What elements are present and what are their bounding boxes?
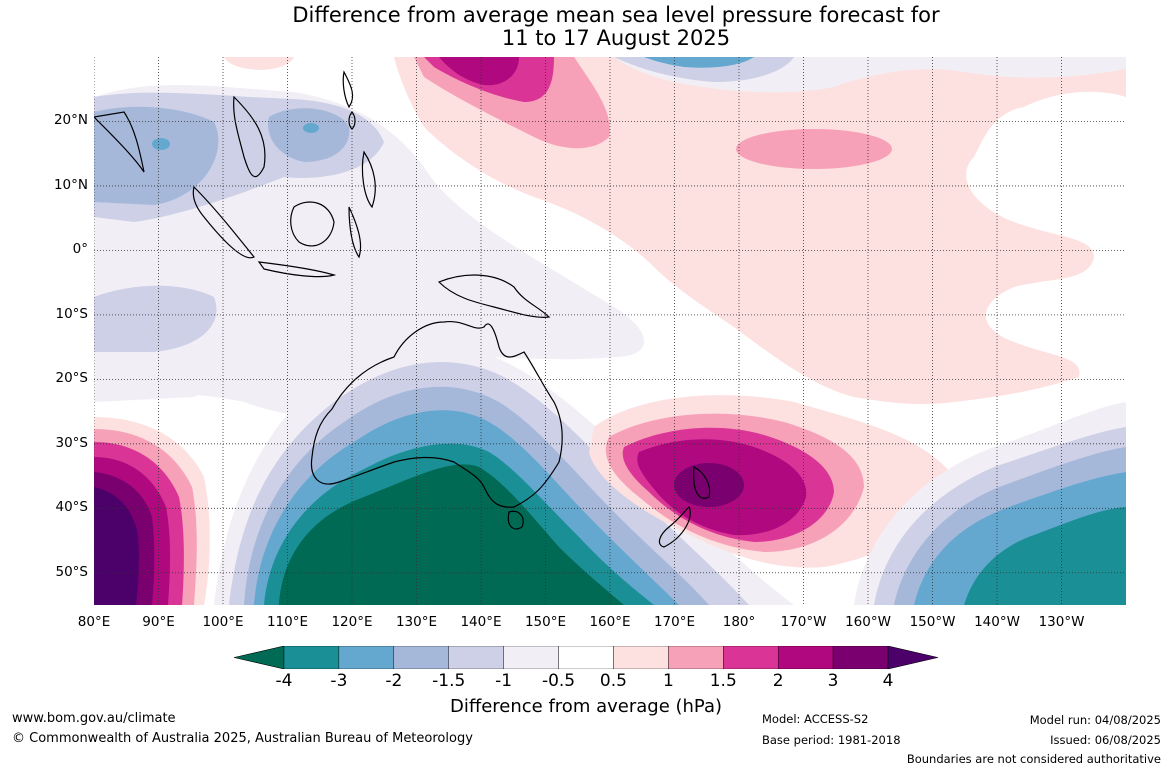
- colorbar: [233, 645, 939, 670]
- longitude-label: 120°E: [331, 614, 373, 630]
- contour-neg1-indian: [94, 285, 217, 352]
- longitude-label: 80°E: [77, 614, 111, 630]
- colorbar-extend-low: [233, 645, 285, 670]
- latitude-label: 10°S: [55, 305, 89, 322]
- colorbar-swatch: [558, 645, 614, 670]
- contour-neg2-north-pacific: [644, 57, 754, 68]
- latitude-label: 30°S: [55, 434, 89, 451]
- footer-issued: Issued: 06/08/2025: [1050, 733, 1161, 747]
- longitude-label: 100°E: [202, 614, 244, 630]
- longitude-label: 140°E: [460, 614, 502, 630]
- colorbar-swatch: [668, 645, 724, 670]
- longitude-label: 170°E: [653, 614, 696, 630]
- map-title-line1: Difference from average mean sea level p…: [292, 3, 940, 27]
- new-zealand-south-coastline: [658, 505, 691, 548]
- colorbar-tick-label: -3: [330, 671, 348, 691]
- latitude-label: 0°: [72, 241, 88, 258]
- gridlines: [94, 57, 1126, 605]
- footer-base-period: Base period: 1981-2018: [762, 733, 901, 747]
- contour-neg2-asia-a: [152, 138, 170, 150]
- colorbar-swatch: [723, 645, 779, 670]
- philippines-coastline: [361, 150, 376, 209]
- colorbar-tick-label: 1.5: [709, 671, 737, 691]
- colorbar-tick-label: 3: [827, 671, 839, 691]
- australia-coastline: [310, 320, 563, 508]
- tasmania-coastline: [507, 510, 524, 530]
- pressure-anomaly-map: [94, 57, 1126, 605]
- footer-disclaimer: Boundaries are not considered authoritat…: [906, 752, 1161, 766]
- contour-neg15-asia: [94, 106, 219, 205]
- coastlines: [94, 70, 711, 548]
- colorbar-tick-label: -4: [275, 671, 293, 691]
- contour-pos4-indian: [94, 487, 139, 605]
- contour-pos2-pacific-north: [439, 57, 519, 86]
- contour-fields: [94, 57, 1126, 605]
- longitude-label: 160°E: [589, 614, 631, 630]
- longitude-label: 180°: [722, 614, 756, 630]
- colorbar-swatch: [393, 645, 449, 670]
- footer-copyright: © Commonwealth of Australia 2025, Austra…: [12, 731, 473, 746]
- longitude-label: 130°E: [395, 614, 438, 630]
- contour-neg15-indochina: [268, 108, 350, 162]
- sulawesi-coastline: [348, 206, 362, 259]
- colorbar-swatch: [832, 645, 889, 670]
- map-title: Difference from average mean sea level p…: [0, 4, 1173, 50]
- colorbar-title: Difference from average (hPa): [449, 696, 723, 717]
- footer-model: Model: ACCESS-S2: [762, 712, 869, 726]
- japan-coastline: [342, 70, 354, 109]
- longitude-label: 150°W: [909, 614, 956, 630]
- new-guinea-coastline: [437, 274, 551, 318]
- java-coastline: [257, 261, 337, 278]
- colorbar-tick-label: 1: [662, 671, 674, 691]
- footer-model-run: Model run: 04/08/2025: [1029, 713, 1161, 727]
- contour-pos1-pacific-east: [736, 129, 892, 169]
- colorbar-tick-label: 2: [772, 671, 784, 691]
- longitude-label: 170°W: [780, 614, 827, 630]
- longitude-label: 130°W: [1038, 614, 1085, 630]
- contour-pos05-topleft: [224, 57, 294, 70]
- indochina-coastline: [233, 95, 266, 178]
- colorbar-tick-label: -2: [385, 671, 403, 691]
- longitude-label: 90°E: [142, 614, 175, 630]
- india-coastline: [94, 111, 145, 173]
- new-zealand-north-coastline: [693, 466, 711, 499]
- colorbar-tick-label: 0.5: [599, 671, 627, 691]
- map-title-line2: 11 to 17 August 2025: [501, 26, 731, 50]
- colorbar-swatch: [777, 645, 834, 670]
- latitude-label: 20°N: [53, 112, 88, 129]
- colorbar-swatch: [503, 645, 559, 670]
- colorbar-tick-label: -0.5: [541, 671, 576, 691]
- sumatra-coastline: [192, 185, 255, 259]
- map-canvas: [94, 57, 1126, 605]
- colorbar-swatch: [448, 645, 504, 670]
- latitude-label: 40°S: [55, 499, 89, 516]
- colorbar-swatch: [338, 645, 395, 670]
- latitude-label: 50°S: [55, 563, 89, 580]
- longitude-label: 150°E: [524, 614, 567, 630]
- colorbar-svg: [233, 645, 939, 670]
- latitude-label: 20°S: [55, 370, 89, 387]
- colorbar-tick-label: -1: [495, 671, 513, 691]
- contour-neg3-sepac: [964, 507, 1126, 605]
- colorbar-swatch: [283, 645, 340, 670]
- latitude-label: 10°N: [53, 176, 88, 193]
- longitude-label: 140°W: [974, 614, 1020, 630]
- contour-neg4-south: [279, 464, 624, 605]
- longitude-label: 160°W: [845, 614, 891, 630]
- colorbar-tick-label: -1.5: [432, 671, 466, 691]
- borneo-coastline: [290, 201, 335, 247]
- colorbar-tick-label: 4: [882, 671, 894, 691]
- longitude-label: 110°E: [266, 614, 309, 630]
- contour-neg2-asia-b: [303, 123, 319, 133]
- colorbar-extend-high: [887, 645, 939, 670]
- contour-neg1-north-pacific: [614, 57, 794, 82]
- footer-website: www.bom.gov.au/climate: [12, 711, 176, 726]
- colorbar-swatch: [613, 645, 669, 670]
